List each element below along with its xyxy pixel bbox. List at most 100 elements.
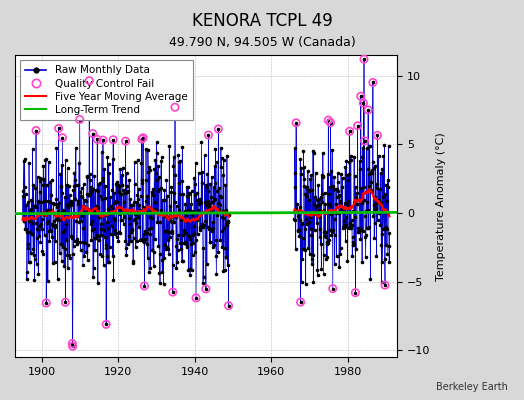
Point bbox=[95, 237, 103, 244]
Point bbox=[368, 166, 376, 173]
Point bbox=[84, 192, 93, 198]
Point bbox=[70, 243, 78, 250]
Point bbox=[99, 137, 107, 143]
Point bbox=[344, 198, 352, 204]
Point bbox=[57, 184, 65, 190]
Point bbox=[213, 200, 222, 206]
Point bbox=[145, 163, 154, 170]
Point bbox=[43, 278, 52, 284]
Point bbox=[56, 211, 64, 218]
Point bbox=[129, 258, 137, 264]
Point bbox=[181, 238, 189, 245]
Point bbox=[51, 222, 59, 228]
Point bbox=[68, 340, 77, 347]
Point bbox=[354, 225, 363, 232]
Point bbox=[361, 234, 369, 240]
Point bbox=[190, 175, 198, 182]
Point bbox=[363, 199, 372, 206]
Point bbox=[360, 184, 368, 190]
Point bbox=[66, 200, 74, 206]
Point bbox=[119, 220, 128, 227]
Point bbox=[192, 237, 201, 244]
Point bbox=[78, 185, 86, 192]
Point bbox=[193, 197, 202, 204]
Point bbox=[292, 208, 301, 214]
Point bbox=[339, 175, 347, 181]
Point bbox=[310, 200, 318, 207]
Point bbox=[183, 206, 192, 213]
Point bbox=[42, 300, 50, 306]
Point bbox=[102, 321, 111, 328]
Point bbox=[155, 270, 163, 277]
Point bbox=[34, 198, 42, 204]
Point bbox=[373, 181, 381, 187]
Point bbox=[103, 154, 112, 160]
Point bbox=[198, 168, 206, 175]
Point bbox=[110, 200, 118, 206]
Point bbox=[162, 212, 170, 218]
Point bbox=[140, 228, 149, 234]
Point bbox=[357, 93, 365, 100]
Point bbox=[171, 214, 180, 221]
Point bbox=[206, 239, 214, 246]
Point bbox=[55, 200, 63, 206]
Point bbox=[135, 186, 143, 192]
Point bbox=[109, 136, 117, 143]
Point bbox=[201, 181, 210, 188]
Point bbox=[297, 299, 305, 305]
Point bbox=[105, 210, 114, 216]
Point bbox=[136, 206, 144, 213]
Point bbox=[178, 144, 187, 151]
Point bbox=[306, 214, 314, 220]
Point bbox=[315, 207, 323, 213]
Point bbox=[126, 221, 134, 227]
Point bbox=[204, 132, 213, 138]
Point bbox=[362, 232, 370, 238]
Point bbox=[52, 196, 60, 202]
Point bbox=[148, 246, 156, 253]
Point bbox=[324, 240, 332, 246]
Point bbox=[107, 230, 115, 237]
Point bbox=[331, 261, 339, 268]
Point bbox=[310, 226, 319, 233]
Point bbox=[326, 211, 335, 217]
Point bbox=[148, 215, 157, 221]
Point bbox=[89, 130, 97, 137]
Point bbox=[49, 200, 58, 206]
Point bbox=[161, 242, 169, 248]
Point bbox=[119, 186, 127, 193]
Point bbox=[38, 226, 46, 233]
Point bbox=[117, 217, 126, 224]
Point bbox=[76, 239, 84, 246]
Point bbox=[66, 255, 74, 262]
Point bbox=[35, 189, 43, 195]
Point bbox=[192, 295, 200, 301]
Point bbox=[210, 184, 218, 190]
Point bbox=[358, 259, 366, 265]
Point bbox=[366, 143, 374, 150]
Point bbox=[130, 199, 138, 206]
Point bbox=[42, 207, 51, 213]
Point bbox=[220, 157, 228, 164]
Point bbox=[60, 227, 68, 234]
Point bbox=[301, 191, 310, 198]
Point bbox=[164, 214, 172, 220]
Point bbox=[99, 174, 107, 181]
Point bbox=[310, 150, 318, 156]
Point bbox=[183, 243, 192, 250]
Point bbox=[176, 239, 184, 246]
Point bbox=[81, 204, 90, 211]
Point bbox=[303, 220, 312, 226]
Point bbox=[217, 164, 225, 170]
Point bbox=[296, 156, 304, 163]
Point bbox=[215, 193, 224, 200]
Point bbox=[326, 203, 334, 210]
Point bbox=[92, 186, 100, 193]
Point bbox=[383, 250, 391, 257]
Point bbox=[110, 215, 118, 222]
Point bbox=[149, 248, 158, 255]
Point bbox=[202, 202, 211, 208]
Point bbox=[191, 249, 199, 255]
Point bbox=[364, 166, 372, 172]
Point bbox=[90, 226, 98, 232]
